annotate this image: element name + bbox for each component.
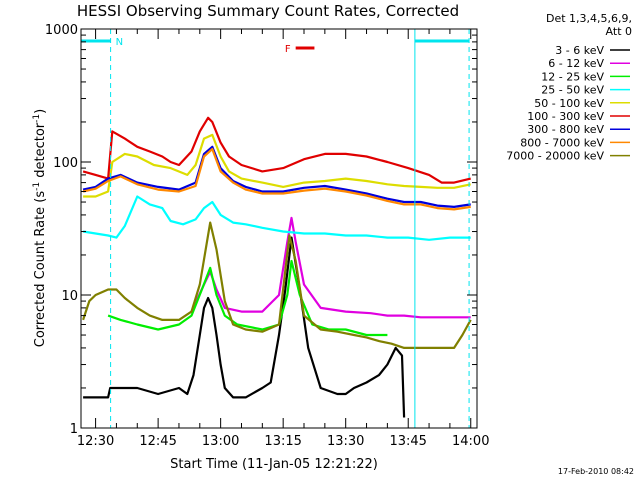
y-axis-label: Corrected Count Rate (s-1 detector-1)	[32, 109, 48, 347]
series-line-5	[83, 133, 471, 198]
series-line-4	[82, 195, 471, 241]
series-layer	[82, 116, 472, 418]
x-tick-label: 12:30	[77, 434, 114, 449]
x-tick-label: 14:00	[452, 434, 489, 449]
y-tick-label: 10	[61, 289, 78, 304]
y-tick-label: 1000	[45, 23, 78, 38]
tick-label-layer: 12:30 12:45 13:00 13:15 13:30 13:45 14:00 1 10 10…	[45, 23, 490, 449]
legend-label-6: 100 - 300 keV	[527, 110, 604, 123]
legend-label-5: 50 - 100 keV	[534, 97, 604, 110]
x-tick-label: 13:00	[202, 434, 239, 449]
x-axis-label: Start Time (11-Jan-05 12:21:22)	[170, 457, 378, 472]
flare-label: F	[285, 44, 291, 55]
series-line-2	[190, 216, 471, 319]
x-tick-label: 12:45	[139, 434, 176, 449]
footer-timestamp: 17-Feb-2010 08:42	[558, 467, 634, 476]
chart-title: HESSI Observing Summary Count Rates, Cor…	[77, 2, 459, 20]
legend-label-1: 3 - 6 keV	[555, 44, 604, 57]
legend-label-7: 300 - 800 keV	[527, 123, 604, 136]
y-tick-label: 100	[53, 156, 78, 171]
y-tick-label: 1	[70, 422, 78, 437]
series-line-9	[82, 221, 472, 349]
legend-label-8: 800 - 7000 keV	[520, 136, 604, 149]
legend-label-3: 12 - 25 keV	[541, 70, 604, 83]
marker-layer: NF	[81, 29, 470, 428]
series-line-6	[82, 116, 471, 184]
night-label: N	[116, 37, 123, 48]
tick-layer	[81, 28, 477, 429]
series-line-3	[107, 259, 388, 337]
x-tick-label: 13:30	[327, 434, 364, 449]
series-line-7	[82, 145, 471, 208]
plot-frame	[80, 28, 478, 429]
series-line-1	[83, 236, 406, 418]
legend-label-9: 7000 - 20000 keV	[506, 150, 604, 163]
legend-label-4: 25 - 50 keV	[541, 84, 604, 97]
legend-header: Det 1,3,4,5,6,9,	[546, 12, 632, 25]
x-tick-label: 13:45	[389, 434, 426, 449]
series-line-8	[82, 148, 471, 211]
legend-header-att: Att 0	[606, 25, 632, 38]
x-tick-label: 13:15	[264, 434, 301, 449]
legend-label-2: 6 - 12 keV	[548, 57, 604, 70]
